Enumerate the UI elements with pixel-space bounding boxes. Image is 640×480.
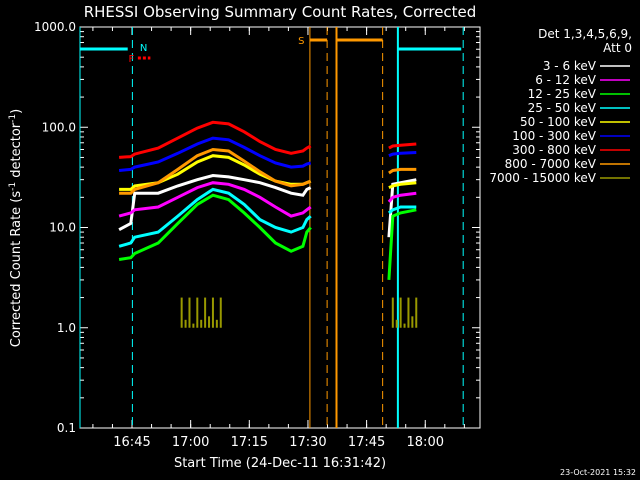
y-axis-label: Corrected Count Rate (s-1 detector-1) xyxy=(8,109,24,347)
y-tick-label: 100.0 xyxy=(42,120,76,134)
x-tick-label: 17:00 xyxy=(172,435,209,450)
x-tick-label: 17:30 xyxy=(289,435,326,450)
legend-label-2: 6 - 12 keV xyxy=(535,73,597,87)
series-7-line xyxy=(118,120,312,159)
x-axis-label: Start Time (24-Dec-11 16:31:42) xyxy=(174,456,386,471)
y-tick-label: 0.1 xyxy=(57,421,76,435)
series-4-line xyxy=(118,187,312,248)
legend-label-5: 50 - 100 keV xyxy=(520,115,597,129)
series-8-line xyxy=(119,147,312,195)
series-2-line xyxy=(387,191,417,203)
series-7-line xyxy=(388,142,417,150)
y-tick-label: 10.0 xyxy=(49,221,76,235)
legend-header-detectors: Det 1,3,4,5,6,9, xyxy=(538,27,632,41)
series-5-line xyxy=(388,181,417,189)
legend-label-8: 800 - 7000 keV xyxy=(505,157,597,171)
legend-label-4: 25 - 50 keV xyxy=(528,101,597,115)
legend-label-9: 7000 - 15000 keV xyxy=(489,171,596,185)
night-flag-label: N xyxy=(140,43,147,54)
series-6-line xyxy=(388,151,417,158)
x-tick-label: 17:15 xyxy=(231,435,268,450)
series-1-line xyxy=(118,173,312,232)
x-tick-label: 16:45 xyxy=(113,435,150,450)
series-8-line xyxy=(388,167,417,175)
legend-header-attenuator: Att 0 xyxy=(603,41,632,55)
footer-timestamp: 23-Oct-2021 15:32 xyxy=(560,468,636,477)
y-tick-label: 1000.0 xyxy=(34,20,76,34)
legend-label-6: 100 - 300 keV xyxy=(512,129,596,143)
legend-label-3: 12 - 25 keV xyxy=(528,87,597,101)
series-4-line xyxy=(387,205,417,215)
saa-flag-label: S xyxy=(298,36,304,47)
series-2-line xyxy=(118,181,312,218)
legend-label-1: 3 - 6 keV xyxy=(543,59,597,73)
series-3-line xyxy=(118,193,312,261)
y-tick-label: 1.0 xyxy=(57,321,76,335)
legend-label-7: 300 - 800 keV xyxy=(512,143,596,157)
flare-flag-label: F xyxy=(128,54,134,65)
x-tick-label: 18:00 xyxy=(407,435,444,450)
series-6-line xyxy=(118,136,312,172)
series-3-line xyxy=(387,208,417,280)
x-tick-label: 17:45 xyxy=(348,435,385,450)
chart-title: RHESSI Observing Summary Count Rates, Co… xyxy=(84,3,477,21)
